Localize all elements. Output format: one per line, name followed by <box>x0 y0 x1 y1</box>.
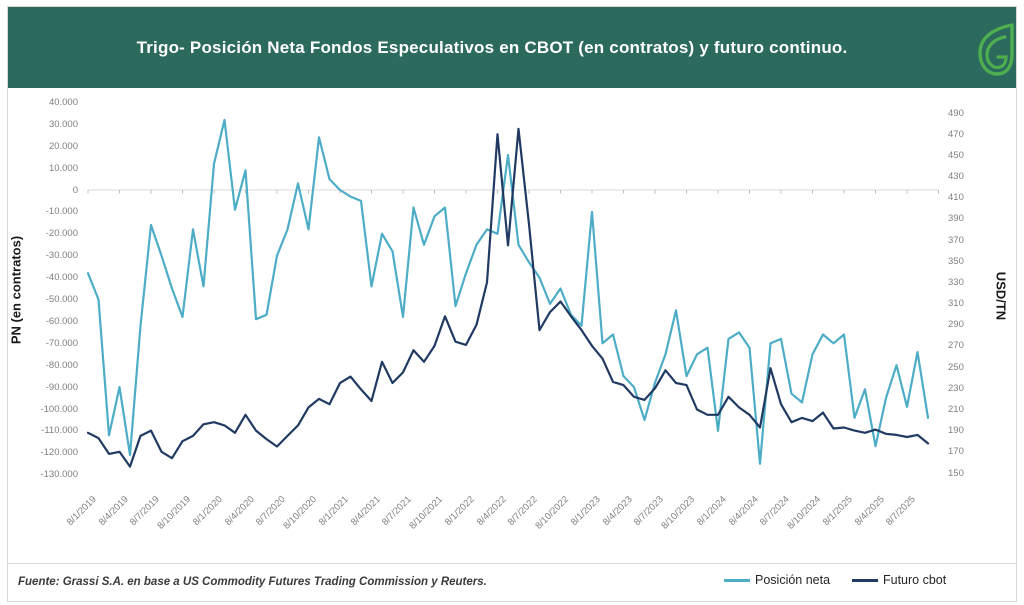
y-axis-tick-label-left: -60.000 <box>45 315 78 327</box>
legend-item-posicion-neta: Posición neta <box>724 573 830 587</box>
chart-title: Trigo- Posición Neta Fondos Especulativo… <box>136 37 848 57</box>
y-axis-tick-label-left: -40.000 <box>45 272 78 284</box>
y-axis-tick-label-right: 290 <box>948 319 964 331</box>
y-axis-tick-label-right: 310 <box>948 298 964 310</box>
y-axis-tick-label-left: -10.000 <box>45 206 78 218</box>
y-axis-tick-label-left: 20.000 <box>48 140 78 152</box>
futuro-cbot-line <box>86 127 930 468</box>
y-axis-tick-label-right: 170 <box>948 446 964 458</box>
grassi-logo <box>977 22 1015 78</box>
y-axis-tick-label-right: 430 <box>948 171 964 182</box>
y-axis-tick-label-right: 490 <box>948 107 964 119</box>
y-axis-tick-label-left: -110.000 <box>41 425 78 437</box>
y-axis-tick-label-left: 40.000 <box>48 96 78 108</box>
y-axis-tick-label-left: -100.000 <box>40 403 78 415</box>
posicion-neta-line <box>86 118 930 465</box>
y-axis-tick-label-right: 230 <box>948 382 964 394</box>
y-axis-tick-label-left: 0 <box>72 184 78 196</box>
y-axis-tick-label-left: -20.000 <box>45 228 78 240</box>
y-axis-tick-label-left: -80.000 <box>45 359 78 371</box>
header-band: Trigo- Posición Neta Fondos Especulativo… <box>8 7 1016 88</box>
y-axis-tick-label-left: 10.000 <box>48 162 78 174</box>
y-axis-tick-label-left: -90.000 <box>45 381 78 393</box>
y-axis-tick-label-right: 270 <box>948 340 964 352</box>
y-axis-tick-label-left: -130.000 <box>40 469 78 481</box>
posicion-neta-line-swatch <box>724 578 750 582</box>
y-axis-tick-label-right: 350 <box>948 255 964 267</box>
futuro-cbot-line-swatch <box>852 578 878 582</box>
slide-frame <box>7 6 1017 602</box>
legend-item-futuro-cbot: Futuro cbot <box>852 573 946 587</box>
y-axis-tick-label-right: 190 <box>948 425 964 437</box>
y-axis-tick-label-right: 450 <box>948 149 964 161</box>
footer-divider <box>8 563 1016 564</box>
y-axis-tick-label-left: 30.000 <box>48 118 78 130</box>
y-axis-tick-label-left: -30.000 <box>45 250 78 262</box>
footer-source: Fuente: Grassi S.A. en base a US Commodi… <box>18 576 487 588</box>
y-axis-tick-label-right: 150 <box>948 467 964 479</box>
y-axis-tick-label-right: 470 <box>948 128 964 140</box>
legend-label: Posición neta <box>755 573 831 587</box>
y-axis-tick-label-left: -120.000 <box>40 447 78 459</box>
y-axis-tick-label-right: 250 <box>948 361 964 373</box>
leaf-g-icon <box>978 23 1014 76</box>
y-axis-tick-label-left: -50.000 <box>45 294 78 305</box>
legend-label: Futuro cbot <box>883 573 947 587</box>
y-axis-tick-label-right: 370 <box>948 234 964 246</box>
y-axis-tick-label-right: 330 <box>948 276 964 288</box>
y-axis-tick-label-right: 410 <box>948 192 964 204</box>
y-axis-tick-label-right: 210 <box>948 404 964 415</box>
y-axis-tick-label-right: 390 <box>948 213 964 225</box>
y-axis-tick-label-left: -70.000 <box>45 337 78 349</box>
